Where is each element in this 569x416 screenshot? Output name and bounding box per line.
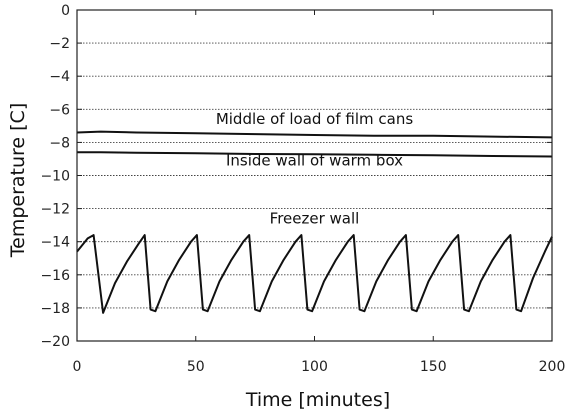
y-tick-label: 0 [61, 3, 70, 19]
y-tick-label: −18 [40, 301, 70, 317]
y-tick-label: −12 [40, 202, 70, 218]
x-tick-label: 100 [301, 359, 328, 375]
x-tick-label: 200 [539, 359, 566, 375]
series-line-warm-box-wall [77, 151, 553, 158]
y-tick-label: −20 [40, 334, 70, 350]
series-line-film-cans [76, 130, 553, 139]
x-tick-label: 0 [73, 359, 82, 375]
y-axis-title: Temperature [C] [7, 103, 29, 259]
y-tick-label: −6 [49, 102, 70, 118]
y-tick-label: −4 [49, 69, 70, 85]
annotation-layer: Middle of load of film cans Inside wall o… [216, 110, 414, 227]
label-freezer-wall: Freezer wall [270, 209, 360, 227]
x-tick-label: 150 [420, 359, 447, 375]
x-tick-label: 50 [187, 359, 205, 375]
series-line-freezer-wall [76, 234, 553, 314]
y-tick-label: −16 [40, 268, 70, 284]
series-layer [76, 130, 553, 314]
label-warm-box-wall: Inside wall of warm box [226, 152, 403, 170]
y-tick-label: −8 [49, 135, 70, 151]
y-tick-label: −2 [49, 36, 70, 52]
x-axis-title: Time [minutes] [245, 389, 390, 411]
tick-layer: 0−2−4−6−8−10−12−14−16−18−200 50 100 150 200 [40, 3, 565, 375]
label-film-cans: Middle of load of film cans [216, 110, 414, 128]
y-tick-label: −10 [40, 169, 70, 185]
y-tick-label: −14 [40, 235, 70, 251]
